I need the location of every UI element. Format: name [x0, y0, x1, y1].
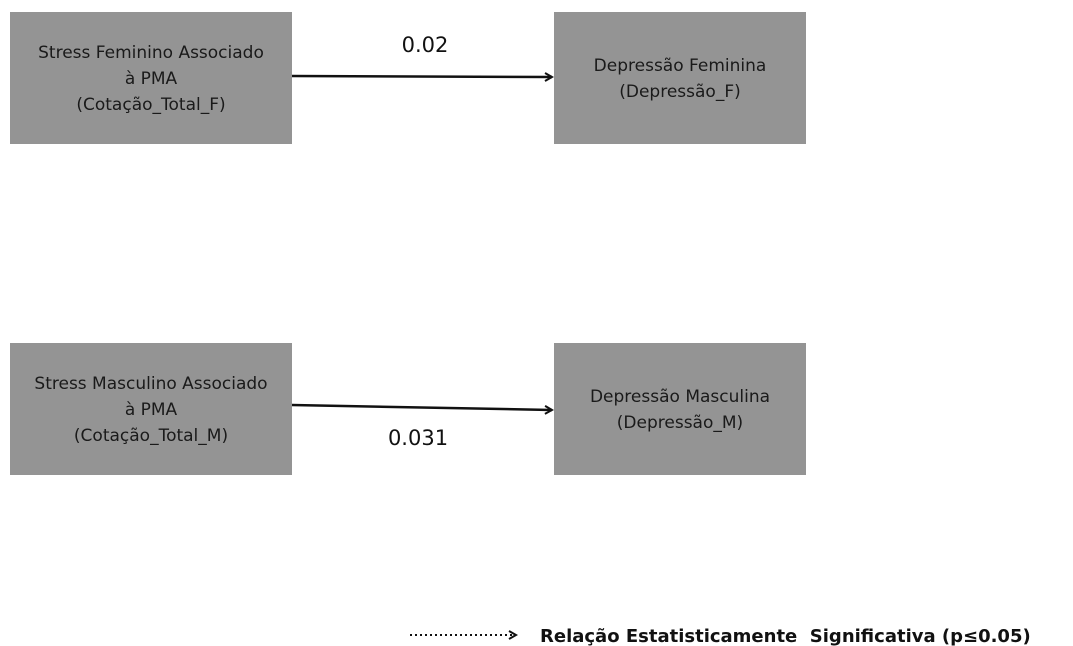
node-box — [10, 343, 292, 475]
node-label: à PMA — [125, 69, 178, 89]
edge-label: 0.02 — [402, 33, 449, 57]
node-label: Depressão Masculina — [590, 387, 770, 407]
node-box — [554, 12, 806, 144]
node-label: Stress Masculino Associado — [34, 374, 267, 394]
edge-arrow — [291, 76, 552, 77]
edge-arrow — [291, 403, 552, 410]
node-label: (Depressão_F) — [619, 82, 741, 102]
node-label: (Depressão_M) — [617, 413, 743, 433]
node-box — [10, 12, 292, 144]
node-box — [554, 343, 806, 475]
node-label: (Cotação_Total_F) — [76, 95, 225, 115]
legend-text: Relação Estatisticamente Significativa (… — [540, 626, 1031, 646]
node-label: (Cotação_Total_M) — [74, 426, 228, 446]
node-label: Depressão Feminina — [594, 56, 767, 76]
node-label: à PMA — [125, 400, 178, 420]
node-label: Stress Feminino Associado — [38, 43, 264, 63]
edge-label: 0.031 — [388, 426, 448, 450]
